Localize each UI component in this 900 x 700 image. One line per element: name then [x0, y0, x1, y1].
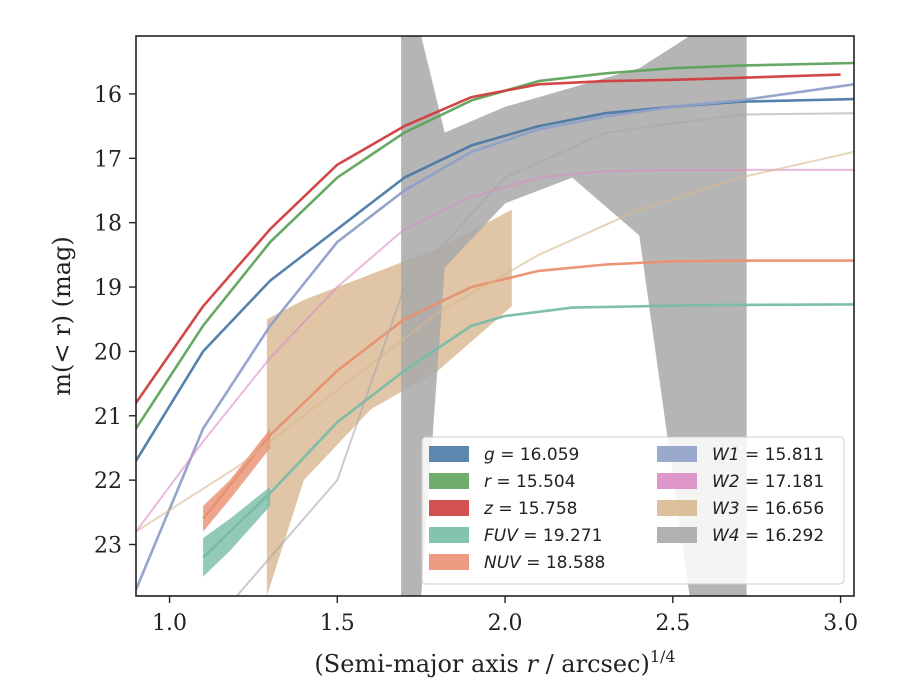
x-tick-label: 3.0: [823, 611, 858, 636]
legend-item-w2: W2 = 17.181: [657, 472, 824, 492]
legend-box: [421, 436, 845, 585]
y-tick-label: 16: [94, 83, 122, 108]
legend-label: r = 15.504: [484, 472, 576, 492]
legend-swatch: [429, 527, 469, 543]
legend-item-g: g = 16.059: [429, 445, 579, 465]
y-tick-label: 20: [94, 340, 122, 365]
legend-item-w3: W3 = 16.656: [657, 499, 824, 519]
legend-swatch: [657, 500, 697, 516]
legend-swatch: [657, 527, 697, 543]
legend-item-z: z = 15.758: [429, 499, 577, 519]
line-r: [136, 61, 854, 430]
legend-swatch: [429, 554, 469, 570]
band-w4: [401, 36, 747, 596]
legend-label: W2 = 17.181: [712, 472, 824, 492]
y-axis-ticks: 16 17 18 19 20 21 22 23: [94, 83, 136, 559]
legend-label: W3 = 16.656: [712, 499, 824, 519]
y-tick-label: 18: [94, 212, 122, 237]
legend-swatch: [429, 446, 469, 462]
line-w1: [136, 83, 854, 591]
legend-item-r: r = 15.504: [429, 472, 576, 492]
legend-label: g = 16.059: [484, 445, 579, 465]
legend: g = 16.059 r = 15.504 z = 15.758 FUV = 19.2…: [421, 436, 845, 585]
y-tick-label: 21: [94, 405, 122, 430]
legend-label: z = 15.758: [483, 499, 577, 519]
plot-frame: [135, 35, 855, 597]
line-w2: [136, 168, 854, 533]
y-tick-label: 19: [94, 276, 122, 301]
legend-swatch: [429, 500, 469, 516]
x-tick-label: 1.5: [320, 611, 355, 636]
y-tick-label: 23: [94, 534, 122, 559]
x-tick-label: 1.0: [152, 611, 187, 636]
line-nuv: [202, 259, 854, 520]
y-tick-label: 22: [94, 469, 122, 494]
legend-item-fuv: FUV = 19.271: [429, 526, 602, 546]
legend-item-nuv: NUV = 18.588: [429, 553, 605, 573]
line-z: [136, 73, 841, 404]
x-axis-label: (Semi-major axis r / arcsec)1/4: [314, 647, 675, 678]
legend-label: NUV = 18.588: [484, 553, 605, 573]
x-axis-ticks: 1.0 1.5 2.0 2.5 3.0: [152, 596, 858, 636]
line-fuv: [202, 303, 854, 559]
legend-label: FUV = 19.271: [484, 526, 602, 546]
y-tick-label: 17: [94, 147, 122, 172]
legend-item-w4: W4 = 16.292: [657, 526, 824, 546]
x-tick-label: 2.5: [655, 611, 690, 636]
legend-swatch: [429, 473, 469, 489]
legend-swatch: [657, 473, 697, 489]
series-lines: [136, 61, 854, 596]
y-axis-label: m(< r) (mag): [48, 236, 76, 395]
legend-item-w1: W1 = 15.811: [657, 445, 824, 465]
x-tick-label: 2.0: [488, 611, 523, 636]
line-w4: [136, 112, 854, 596]
legend-label: W1 = 15.811: [712, 445, 824, 465]
line-w3: [136, 150, 854, 533]
legend-swatch: [657, 446, 697, 462]
legend-label: W4 = 16.292: [712, 526, 824, 546]
